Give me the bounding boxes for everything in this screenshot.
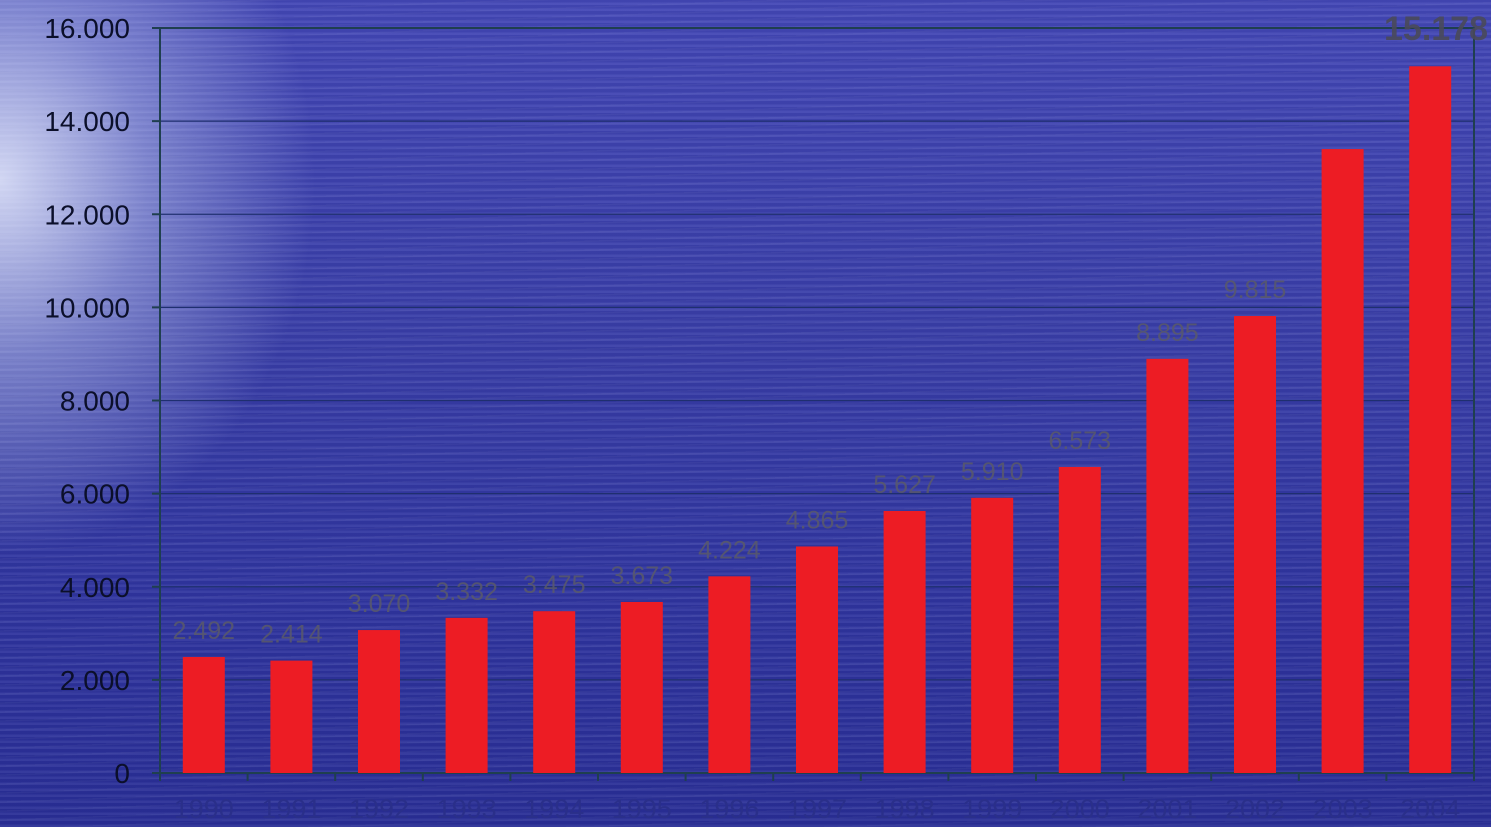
x-tick-label: 1995 <box>612 794 672 824</box>
bar-1991 <box>270 660 313 773</box>
x-tick-label: 1994 <box>524 794 584 824</box>
x-tick-label: 1999 <box>962 794 1022 824</box>
data-labels: 2.492 2.414 3.070 3.332 3.475 3.673 4.224 4.865… <box>173 10 1488 649</box>
data-label: 3.475 <box>523 571 586 599</box>
data-label: 9.815 <box>1224 276 1287 304</box>
data-label: 3.673 <box>611 562 674 590</box>
bar-1993 <box>445 617 488 773</box>
y-tick-label: 0 <box>114 758 130 789</box>
y-tick-label: 14.000 <box>44 106 130 137</box>
data-label: 3.332 <box>435 578 498 606</box>
data-label: 3.070 <box>348 590 411 618</box>
x-tick-label: 2000 <box>1050 794 1110 824</box>
bar-1997 <box>796 546 838 773</box>
bar-1998 <box>883 510 926 773</box>
data-label: 4.224 <box>698 536 761 564</box>
bar-2003 <box>1321 149 1364 773</box>
bar-1999 <box>971 497 1014 773</box>
x-tick-label: 1996 <box>699 794 759 824</box>
y-tick-label: 2.000 <box>60 665 130 696</box>
bar-1990 <box>182 656 225 773</box>
y-tick-label: 6.000 <box>60 479 130 510</box>
x-tick-label: 2004 <box>1400 794 1460 824</box>
y-tick-label: 16.000 <box>44 13 130 44</box>
bar-2002 <box>1234 315 1276 773</box>
x-tick-label: 1990 <box>174 794 234 824</box>
x-tick-label: 1997 <box>787 794 847 824</box>
y-tick-label: 10.000 <box>44 292 130 323</box>
bar-1992 <box>358 630 400 773</box>
y-tick-label: 8.000 <box>60 386 130 417</box>
x-tick-label: 2003 <box>1313 794 1373 824</box>
x-tick-label: 1998 <box>875 794 935 824</box>
data-label: 2.492 <box>173 617 236 645</box>
data-label: 15.178 <box>1384 10 1488 48</box>
x-tick-label: 2002 <box>1225 794 1285 824</box>
data-label: 5.627 <box>873 471 936 499</box>
x-tick-labels: 1990 1991 1992 1993 1994 1995 1996 1997 1998 1999… <box>174 794 1460 824</box>
x-tick-label: 1991 <box>261 794 321 824</box>
data-label: 4.865 <box>786 506 849 534</box>
bar-2004 <box>1409 66 1452 774</box>
x-tick-label: 1992 <box>349 794 409 824</box>
data-label: 2.414 <box>260 621 323 649</box>
bar-1996 <box>708 576 751 773</box>
y-tick-label: 4.000 <box>60 572 130 603</box>
y-tick-labels: 0 2.000 4.000 6.000 8.000 10.000 12.000 14.000 1… <box>44 13 130 789</box>
data-label: 5.910 <box>961 458 1024 486</box>
bar-1994 <box>533 611 576 773</box>
bar-2001 <box>1146 358 1189 773</box>
x-tick-label: 2001 <box>1137 794 1197 824</box>
data-label: 6.573 <box>1049 427 1112 455</box>
bar-2000 <box>1058 466 1101 773</box>
x-tick-label: 1993 <box>437 794 497 824</box>
y-tick-label: 12.000 <box>44 199 130 230</box>
data-label: 8.895 <box>1136 319 1199 347</box>
gridlines <box>160 27 1474 681</box>
bars <box>182 66 1452 774</box>
bar-1995 <box>620 601 663 773</box>
